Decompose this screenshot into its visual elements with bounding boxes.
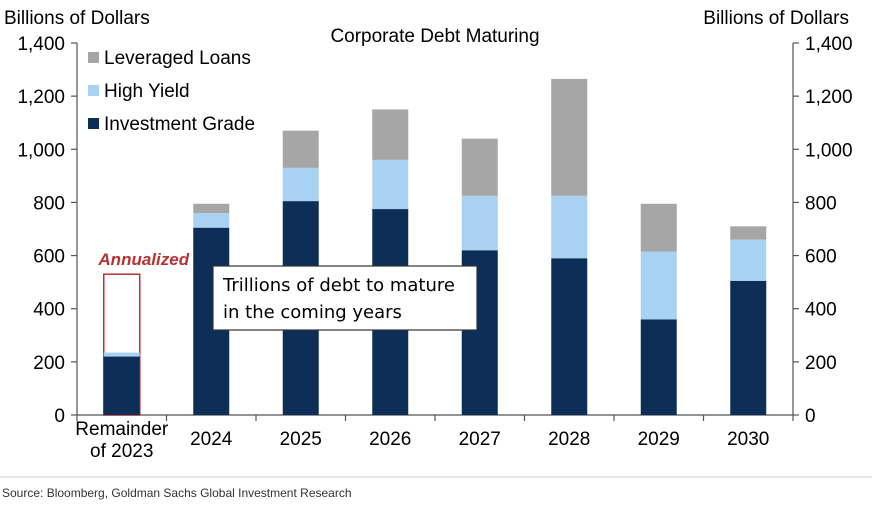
bar-segment-leveraged-loans [282, 130, 319, 168]
left-tick-label: 800 [33, 193, 65, 214]
legend-label: High Yield [104, 81, 190, 102]
bar-segment-investment-grade [640, 319, 677, 415]
bars [103, 78, 767, 415]
bar-segment-high-yield [103, 352, 140, 357]
bar-segment-high-yield [551, 195, 588, 259]
right-tick-label: 200 [805, 353, 837, 374]
right-tick-label: 1,000 [805, 140, 853, 161]
left-tick-label: 200 [33, 353, 65, 374]
bar-segment-leveraged-loans [730, 226, 767, 240]
bar-segment-leveraged-loans [461, 138, 498, 196]
right-tick-label: 800 [805, 193, 837, 214]
right-tick-label: 400 [805, 300, 837, 321]
right-axis-title: Billions of Dollars [703, 8, 849, 29]
bar-segment-high-yield [461, 195, 498, 251]
annotation-line-2: in the coming years [223, 302, 402, 323]
bar-segment-leveraged-loans [372, 109, 409, 160]
category-label: Remainder [75, 419, 169, 440]
category-label: 2029 [638, 429, 680, 450]
bar-segment-high-yield [640, 251, 677, 320]
bar-segment-leveraged-loans [193, 203, 230, 214]
annotation-line-1: Trillions of debt to mature [222, 275, 455, 296]
category-label: 2024 [190, 429, 233, 450]
bar-segment-high-yield [730, 239, 767, 281]
right-tick-label: 0 [805, 406, 816, 427]
annualized-label: Annualized [97, 250, 189, 269]
bar-segment-investment-grade [103, 356, 140, 415]
category-label: 2026 [369, 429, 411, 450]
category-label: of 2023 [90, 441, 153, 462]
legend-swatch [88, 118, 99, 129]
legend: Leveraged Loans High Yield Investment Grad… [88, 48, 255, 135]
right-tick-label: 1,200 [805, 87, 853, 108]
annotation-rect [212, 265, 478, 331]
left-tick-label: 1,200 [17, 87, 65, 108]
legend-swatch [88, 85, 99, 96]
bar-segment-high-yield [282, 167, 319, 202]
left-tick-label: 400 [33, 300, 65, 321]
left-tick-label: 1,000 [17, 140, 65, 161]
annotation-box: Trillions of debt to mature in the comin… [212, 265, 478, 331]
source-text: Source: Bloomberg, Goldman Sachs Global … [2, 486, 352, 500]
left-tick-label: 1,400 [17, 34, 65, 55]
bar-segment-high-yield [193, 213, 230, 228]
legend-label: Investment Grade [104, 114, 255, 135]
bar-segment-high-yield [372, 159, 409, 210]
left-axis-title: Billions of Dollars [4, 8, 150, 29]
right-tick-label: 1,400 [805, 34, 853, 55]
right-tick-label: 600 [805, 247, 837, 268]
category-label: 2030 [727, 429, 769, 450]
category-label: 2027 [459, 429, 501, 450]
left-tick-label: 0 [54, 406, 65, 427]
category-label: 2025 [280, 429, 322, 450]
left-tick-label: 600 [33, 247, 65, 268]
axes: 0 0 200 200 400 400 600 600 800 800 1,000 1,000 1,20… [17, 34, 852, 462]
bar-segment-leveraged-loans [640, 203, 677, 252]
bar-segment-investment-grade [551, 258, 588, 415]
category-label: 2028 [548, 429, 590, 450]
legend-swatch [88, 52, 99, 63]
chart-title: Corporate Debt Maturing [330, 26, 539, 47]
legend-label: Leveraged Loans [104, 48, 251, 69]
bar-segment-investment-grade [730, 280, 767, 415]
bar-segment-leveraged-loans [551, 78, 588, 196]
